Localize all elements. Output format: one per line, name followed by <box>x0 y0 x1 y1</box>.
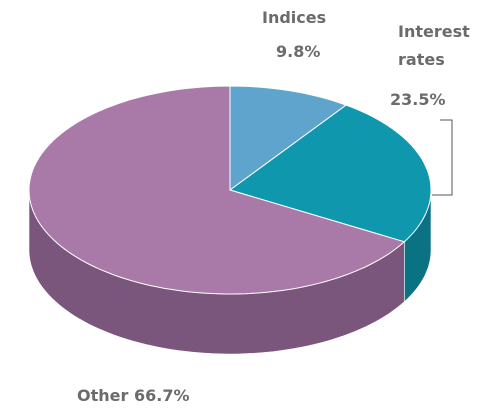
slice-label: Interest rates <box>398 22 470 69</box>
slice-value-label: 9.8% <box>276 42 321 61</box>
slice <box>228 104 432 243</box>
slice-value-label: 23.5% <box>390 90 446 109</box>
slice-label: Indices <box>262 8 327 27</box>
slice-label: Other <box>77 386 129 405</box>
leader-line <box>432 119 453 196</box>
slice-value-label: 66.7% <box>133 386 190 405</box>
slice-label-group: Other 66.7% <box>77 382 189 410</box>
slice <box>28 85 406 295</box>
slice <box>229 85 348 191</box>
